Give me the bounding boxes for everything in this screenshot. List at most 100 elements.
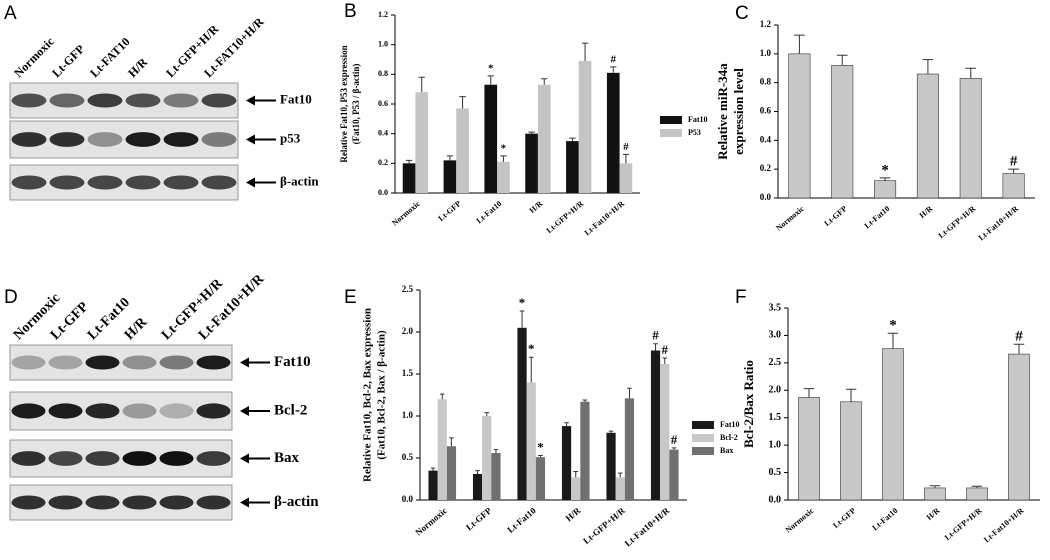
band-label: β-actin <box>274 494 319 510</box>
error-bar <box>653 343 658 351</box>
error-bar <box>538 454 543 458</box>
blot-band <box>11 175 47 190</box>
lane-label: H/R <box>125 55 150 80</box>
blot-band <box>196 403 231 419</box>
y-axis-label: Relative Fat10, P53 expression <box>339 45 349 162</box>
error-bar <box>519 310 525 328</box>
bar <box>443 160 457 193</box>
panel-letter: F <box>735 287 747 308</box>
legend-swatch <box>660 129 682 137</box>
x-tick-label: Lt-Fat10 <box>505 505 538 535</box>
y-tick-label: 0.8 <box>378 69 388 78</box>
y-tick-label: 0.6 <box>760 106 772 116</box>
bar <box>959 78 982 199</box>
bar <box>456 108 469 193</box>
lane-label: Lt-FAT10 <box>87 35 132 80</box>
y-tick-label: 0.0 <box>760 192 772 202</box>
blot-band <box>85 355 120 370</box>
error-bar <box>1008 168 1019 174</box>
x-tick-label: Lt-GFP <box>822 204 848 228</box>
x-tick-label: H/R <box>925 506 942 522</box>
blot-band <box>11 132 47 147</box>
blot-band <box>87 93 123 108</box>
error-bar <box>449 437 454 447</box>
bar <box>1008 353 1030 501</box>
y-axis-label: Bcl-2/Bax Ratio <box>741 360 756 448</box>
y-axis-label: expression level <box>731 68 746 155</box>
x-tick-label: Lt-Fat10 <box>863 204 892 230</box>
y-axis-label: (Fat10, P53 / β-actin) <box>351 64 361 145</box>
blot-band <box>196 355 231 370</box>
blot-band <box>48 451 83 466</box>
y-tick-label: 1.5 <box>769 412 782 423</box>
error-bar <box>541 78 548 85</box>
y-tick-label: 2.0 <box>402 326 414 336</box>
bar <box>580 401 590 500</box>
bar <box>428 470 438 500</box>
significance-marker: * <box>519 295 526 310</box>
y-tick-label: 3.5 <box>769 302 782 313</box>
significance-marker: # <box>611 53 617 65</box>
blot-band <box>48 403 83 419</box>
arrow-head <box>246 177 255 188</box>
bar <box>788 53 811 199</box>
x-tick-label: Lt-GFP+H/R <box>937 204 978 240</box>
bar <box>606 72 620 193</box>
y-tick-label: 1.0 <box>378 39 388 48</box>
band-label: Fat10 <box>274 354 311 370</box>
error-bar <box>845 388 857 402</box>
bar <box>482 416 492 500</box>
blot-band <box>48 355 83 370</box>
error-bar <box>564 422 569 427</box>
blot-band <box>159 403 194 419</box>
blot-band <box>196 451 231 466</box>
band-label: Fat10 <box>280 91 312 106</box>
blot-band <box>11 93 47 108</box>
panel-letter: B <box>344 1 357 22</box>
bar <box>437 399 447 500</box>
blot-band <box>163 175 199 190</box>
significance-marker: * <box>889 318 897 334</box>
blot-band <box>87 132 123 147</box>
legend-swatch <box>692 447 714 455</box>
bar <box>537 84 551 193</box>
error-bar <box>662 357 668 364</box>
y-axis-label: Relative Fat10, Bcl-2, Bax expression <box>362 308 374 482</box>
bar <box>525 133 538 193</box>
legend-swatch <box>692 434 714 442</box>
lane-label: Lt-Fat10+H/R <box>196 271 268 343</box>
blot-band <box>159 495 194 510</box>
error-bar <box>836 54 848 66</box>
significance-marker: # <box>1015 329 1023 345</box>
x-tick-label: Normoxic <box>413 505 449 537</box>
blot-band <box>85 495 120 510</box>
bar <box>415 92 429 193</box>
error-bar <box>569 137 576 142</box>
y-tick-label: 0.5 <box>769 467 782 478</box>
y-tick-label: 0.8 <box>760 77 772 87</box>
blot-band <box>125 132 161 147</box>
bar <box>517 327 527 500</box>
blot-band <box>125 93 161 108</box>
panel-letter: A <box>4 3 17 24</box>
legend-swatch <box>692 421 714 429</box>
x-tick-label: Lt-Fat10 <box>871 506 900 532</box>
x-tick-label: Normoxic <box>774 204 806 233</box>
error-bar <box>581 42 589 61</box>
significance-marker: * <box>501 142 507 154</box>
error-bar <box>446 155 454 161</box>
bar <box>650 350 661 500</box>
x-tick-label: Lt-Fat10+H/R <box>982 506 1025 545</box>
error-bar <box>879 177 891 181</box>
bar <box>535 457 546 500</box>
significance-marker: * <box>528 341 535 356</box>
x-tick-label: Lt-GFP+H/R <box>581 505 627 546</box>
blot-band <box>163 132 199 147</box>
blot-band <box>49 93 85 108</box>
bar <box>1002 173 1025 199</box>
panel-letter: C <box>735 3 749 24</box>
bar <box>491 452 501 500</box>
bar <box>484 84 498 193</box>
blot-band <box>122 403 157 419</box>
arrow-head <box>246 134 255 145</box>
